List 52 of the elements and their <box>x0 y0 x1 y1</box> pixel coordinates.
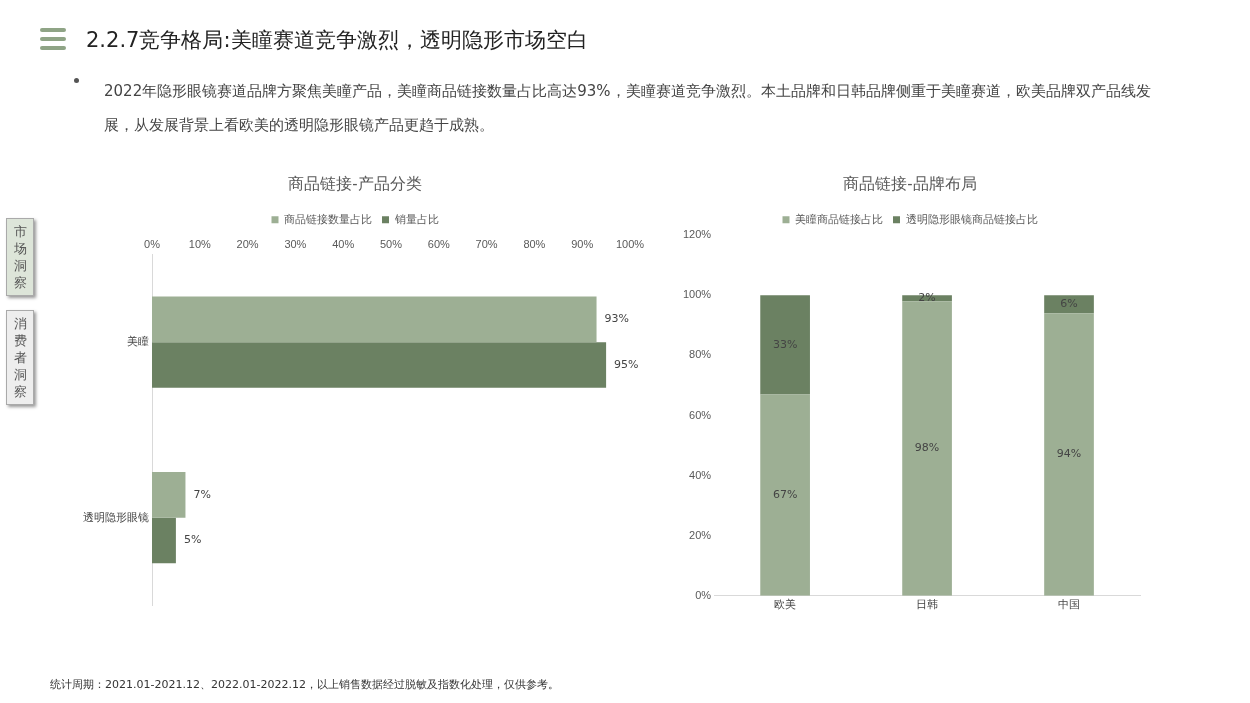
x-tick-label: 90% <box>571 237 594 250</box>
x-tick-label: 0% <box>144 237 161 250</box>
data-label: 7% <box>193 487 211 501</box>
x-tick-label: 80% <box>523 237 546 250</box>
bar <box>1044 313 1094 596</box>
legend-label: 销量占比 <box>393 212 439 225</box>
data-label: 33% <box>772 337 798 351</box>
text: 消费者洞察 <box>6 310 34 405</box>
text: 统计周期：2021.01-2021.12、2022.01-2022.12，以上销售数据经过脱敏及指数化处理，仅供参考。 <box>50 677 559 692</box>
bar <box>152 296 597 343</box>
bar <box>760 295 810 395</box>
bar <box>152 517 176 564</box>
data-label: 98% <box>914 441 940 455</box>
y-tick-label: 透明隐形眼镜 <box>83 510 149 523</box>
y-tick-label: 60% <box>689 408 712 421</box>
x-tick-label: 40% <box>332 237 355 250</box>
y-tick-label: 0% <box>695 588 712 601</box>
bar <box>152 472 186 518</box>
chart-title: 商品链接-产品分类 <box>288 175 422 193</box>
x-tick-label: 日韩 <box>916 598 939 611</box>
y-tick-label: 100% <box>682 288 712 301</box>
y-tick-label: 20% <box>689 528 712 541</box>
legend-label: 商品链接数量占比 <box>284 212 372 225</box>
x-tick-label: 60% <box>427 237 451 250</box>
x-tick-label: 中国 <box>1058 598 1081 611</box>
data-label: 95% <box>614 357 639 371</box>
text: 市场洞察 <box>6 218 34 296</box>
chart-title: 商品链接-品牌布局 <box>843 175 977 193</box>
bar <box>1044 295 1094 314</box>
data-label: 93% <box>604 312 629 326</box>
x-tick-label: 100% <box>615 237 645 250</box>
y-tick-label: 40% <box>689 468 712 481</box>
bar <box>902 301 952 596</box>
legend-label: 美瞳商品链接占比 <box>795 212 883 225</box>
y-tick-label: 美瞳 <box>127 335 149 348</box>
data-label: 94% <box>1056 447 1082 461</box>
data-label: 67% <box>772 487 798 501</box>
x-tick-label: 20% <box>236 237 259 250</box>
x-tick-label: 欧美 <box>774 598 797 611</box>
y-tick-label: 80% <box>689 348 712 361</box>
data-label: 6% <box>1060 297 1078 311</box>
text: 2022年隐形眼镜赛道品牌方聚焦美瞳产品，美瞳商品链接数量占比高达93%，美瞳赛道竞争激烈。本土品牌和日韩品牌侧重于美瞳赛道，欧美品牌双产品线发展，从发展背景上看欧美的透明隐形眼镜产品更趋于成熟。 <box>104 81 1152 136</box>
x-tick-label: 50% <box>379 237 403 250</box>
y-tick-label: 120% <box>682 228 712 241</box>
data-label: 5% <box>183 533 202 547</box>
bar <box>760 394 810 596</box>
text: 2.2.7竞争格局:美瞳赛道竞争激烈，透明隐形市场空白 <box>86 27 588 54</box>
bar <box>152 342 607 388</box>
x-tick-label: 70% <box>475 237 498 250</box>
x-tick-label: 10% <box>188 237 212 250</box>
x-tick-label: 30% <box>284 237 307 250</box>
legend-label: 透明隐形眼镜商品链接占比 <box>905 212 1038 225</box>
